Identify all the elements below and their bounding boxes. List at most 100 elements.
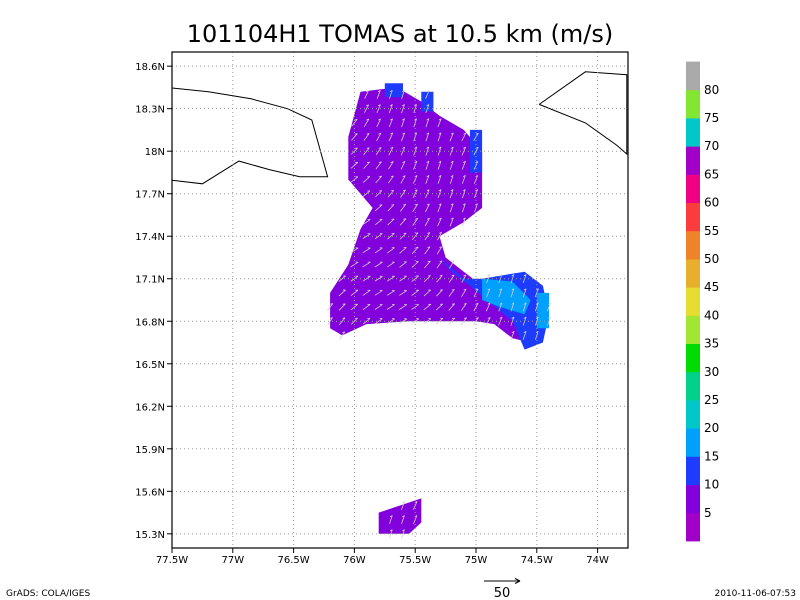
wind-vector xyxy=(398,304,408,310)
wind-vector xyxy=(362,190,371,197)
wind-vector xyxy=(386,304,395,310)
colorbar-swatch xyxy=(686,400,700,429)
wind-vector xyxy=(522,302,527,312)
wind-vector xyxy=(448,317,456,325)
colorbar-label: 40 xyxy=(704,308,719,322)
wind-vector xyxy=(363,118,370,127)
wind-vector xyxy=(327,317,333,326)
wind-vector xyxy=(362,318,371,325)
wind-vector xyxy=(386,261,395,268)
colorbar-swatch xyxy=(686,89,700,119)
wind-vector xyxy=(387,233,395,240)
wind-vector xyxy=(424,260,431,269)
wind-vector xyxy=(460,303,467,311)
wind-vector xyxy=(546,302,552,312)
y-tick-label: 18.3N xyxy=(135,105,165,116)
wind-vector xyxy=(389,515,393,525)
reference-vector: 50 xyxy=(484,578,521,600)
colorbar-label: 10 xyxy=(704,478,719,492)
wind-vector xyxy=(399,203,407,212)
colorbar-label: 35 xyxy=(704,337,719,351)
wind-vector xyxy=(388,132,394,142)
wind-vector xyxy=(461,274,467,283)
wind-vector xyxy=(362,247,371,254)
wind-vector xyxy=(448,289,455,297)
wind-region-6 xyxy=(482,278,531,315)
wind-vector xyxy=(423,303,432,311)
wind-vector xyxy=(362,176,371,183)
wind-vector xyxy=(425,132,430,142)
wind-vector xyxy=(498,302,503,312)
wind-vector xyxy=(436,246,443,255)
wind-vector xyxy=(362,289,371,296)
wind-vector xyxy=(437,132,442,142)
colorbar-label: 25 xyxy=(704,393,719,407)
wind-vector xyxy=(460,317,468,325)
wind-vector xyxy=(338,289,346,297)
wind-vector xyxy=(386,289,395,296)
wind-vector xyxy=(388,104,393,114)
colorbar-swatch xyxy=(686,371,700,401)
wind-vector xyxy=(411,246,419,254)
wind-vector xyxy=(449,132,454,142)
wind-vector xyxy=(386,275,395,282)
wind-vector xyxy=(374,218,383,226)
wind-vector xyxy=(401,132,406,142)
wind-vector xyxy=(413,118,417,128)
wind-vector xyxy=(461,132,467,142)
chart-title: 101104H1 TOMAS at 10.5 km (m/s) xyxy=(187,20,614,48)
wind-vector xyxy=(522,330,527,340)
wind-region-7 xyxy=(536,292,549,329)
wind-vector xyxy=(399,261,407,268)
wind-vector xyxy=(401,89,405,99)
wind-vector xyxy=(412,218,419,226)
wind-vector xyxy=(388,146,394,156)
wind-vector xyxy=(389,89,393,99)
wind-vector xyxy=(449,160,454,170)
colorbar-label: 20 xyxy=(704,421,719,435)
wind-vector xyxy=(399,289,408,296)
wind-vector xyxy=(398,318,408,324)
wind-vector xyxy=(448,303,455,311)
wind-vector xyxy=(401,500,406,510)
wind-vector xyxy=(437,174,442,184)
y-tick-label: 16.2N xyxy=(135,402,165,413)
wind-vector xyxy=(437,231,442,241)
wind-vector xyxy=(401,118,405,128)
colorbar-label: 60 xyxy=(704,196,719,210)
wind-vector xyxy=(388,161,394,170)
wind-vector xyxy=(375,147,382,156)
wind-vector xyxy=(376,89,381,99)
wind-vector xyxy=(375,190,383,198)
colorbar-label: 15 xyxy=(704,449,719,463)
colorbar-swatch xyxy=(686,343,700,373)
wind-vector xyxy=(376,118,382,128)
y-tick-label: 17.7N xyxy=(135,190,165,201)
wind-vector xyxy=(374,261,383,268)
wind-vector xyxy=(400,146,406,156)
wind-vector xyxy=(387,189,395,198)
y-tick-label: 17.1N xyxy=(135,275,165,286)
x-tick-label: 77W xyxy=(221,555,244,566)
y-tick-label: 15.3N xyxy=(135,530,165,541)
colorbar-swatch xyxy=(686,174,700,203)
colorbar-swatch xyxy=(686,146,700,175)
wind-vector xyxy=(362,275,371,282)
wind-vector xyxy=(401,515,405,525)
y-tick-label: 15.9N xyxy=(135,445,165,456)
wind-vector xyxy=(485,302,491,312)
wind-region-1 xyxy=(378,498,422,534)
colorbar-swatch xyxy=(686,512,700,542)
wind-vector xyxy=(387,175,394,184)
wind-vector xyxy=(435,318,444,325)
wind-vector xyxy=(350,275,359,282)
colorbar-label: 50 xyxy=(704,252,719,266)
wind-vectors xyxy=(326,89,552,539)
coastlines xyxy=(172,71,628,185)
wind-vector xyxy=(364,104,370,113)
wind-vector xyxy=(362,233,371,239)
y-tick-label: 16.5N xyxy=(135,360,165,371)
wind-vector xyxy=(473,160,479,170)
timestamp: 2010-11-06-07:53 xyxy=(715,589,797,599)
